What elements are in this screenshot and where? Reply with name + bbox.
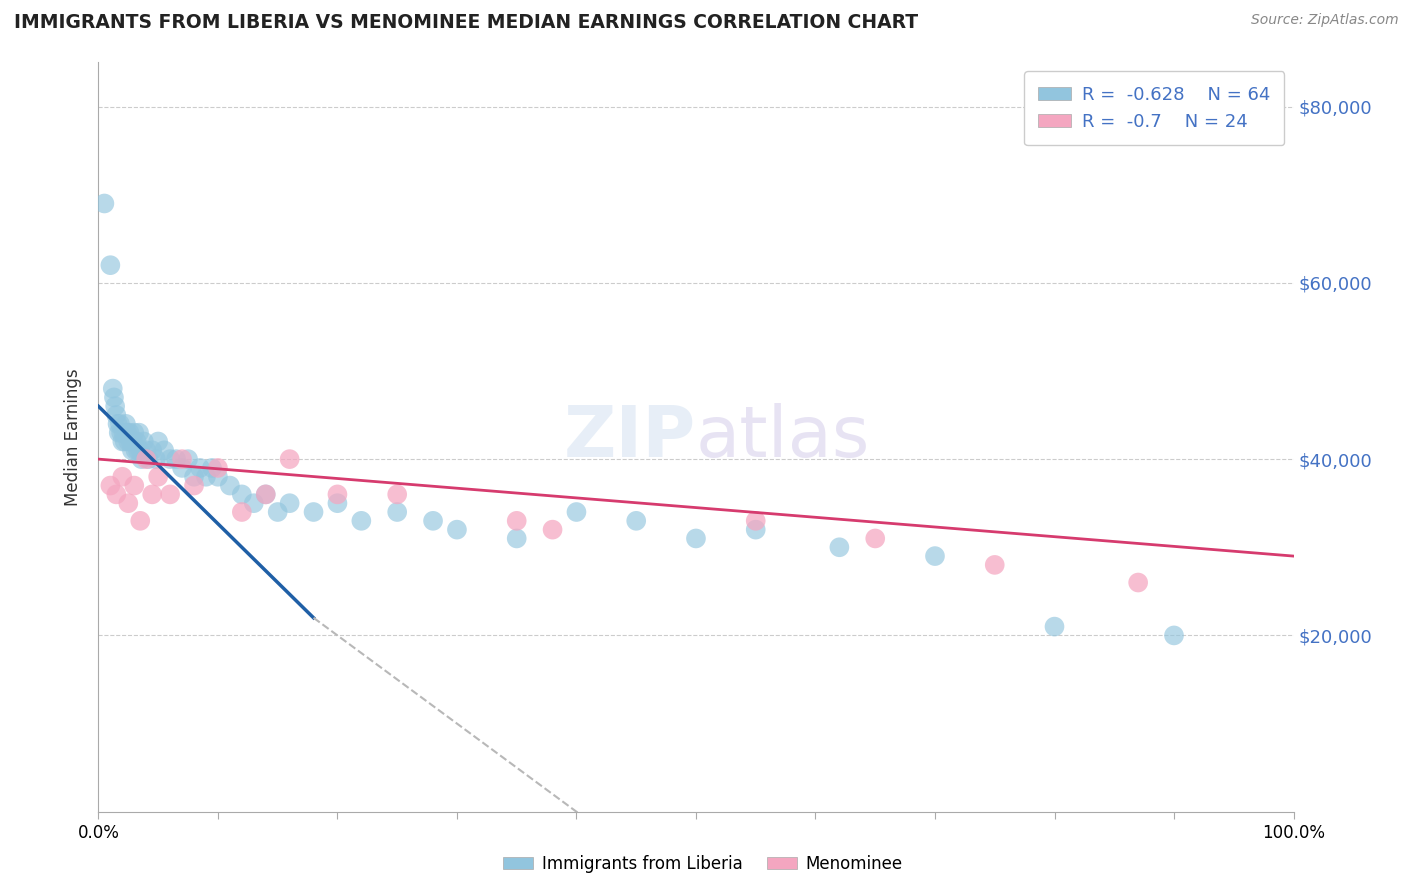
Point — [984, 558, 1007, 572]
Point — [132, 434, 155, 449]
Point — [1128, 575, 1150, 590]
Point — [865, 532, 887, 546]
Point — [125, 434, 148, 449]
Point — [148, 469, 170, 483]
Point — [129, 443, 152, 458]
Point — [98, 258, 122, 272]
Y-axis label: Median Earnings: Median Earnings — [65, 368, 83, 506]
Point — [107, 425, 129, 440]
Point — [105, 408, 128, 422]
Legend: Immigrants from Liberia, Menominee: Immigrants from Liberia, Menominee — [496, 848, 910, 880]
Point — [122, 434, 145, 449]
Point — [446, 523, 468, 537]
Point — [103, 391, 125, 405]
Point — [148, 434, 170, 449]
Point — [129, 514, 152, 528]
Point — [112, 425, 135, 440]
Point — [745, 514, 768, 528]
Point — [278, 496, 301, 510]
Point — [506, 532, 529, 546]
Point — [1043, 619, 1066, 633]
Point — [302, 505, 325, 519]
Point — [183, 478, 205, 492]
Point — [183, 469, 205, 483]
Point — [101, 382, 124, 396]
Point — [105, 487, 128, 501]
Point — [117, 496, 139, 510]
Point — [165, 452, 187, 467]
Point — [131, 452, 153, 467]
Point — [117, 434, 139, 449]
Point — [141, 487, 163, 501]
Point — [745, 523, 768, 537]
Point — [108, 417, 131, 431]
Point — [93, 196, 115, 211]
Point — [172, 452, 194, 467]
Point — [128, 425, 150, 440]
Point — [121, 443, 143, 458]
Point — [1163, 628, 1185, 642]
Point — [254, 487, 277, 501]
Point — [422, 514, 444, 528]
Point — [104, 399, 127, 413]
Text: Source: ZipAtlas.com: Source: ZipAtlas.com — [1251, 13, 1399, 28]
Point — [177, 452, 200, 467]
Point — [350, 514, 373, 528]
Point — [243, 496, 266, 510]
Point — [828, 541, 851, 555]
Point — [124, 443, 146, 458]
Point — [172, 461, 194, 475]
Point — [145, 452, 167, 467]
Point — [506, 514, 529, 528]
Point — [565, 505, 588, 519]
Point — [267, 505, 290, 519]
Point — [111, 469, 134, 483]
Point — [254, 487, 277, 501]
Point — [541, 523, 564, 537]
Point — [385, 487, 409, 501]
Point — [124, 478, 146, 492]
Point — [153, 443, 176, 458]
Point — [219, 478, 242, 492]
Point — [135, 452, 157, 467]
Text: ZIP: ZIP — [564, 402, 696, 472]
Point — [115, 425, 138, 440]
Legend: R =  -0.628    N = 64, R =  -0.7    N = 24: R = -0.628 N = 64, R = -0.7 N = 24 — [1024, 71, 1285, 145]
Point — [110, 425, 132, 440]
Point — [118, 425, 141, 440]
Point — [107, 417, 129, 431]
Point — [114, 434, 136, 449]
Point — [201, 461, 224, 475]
Point — [207, 461, 229, 475]
Point — [115, 417, 138, 431]
Point — [135, 443, 157, 458]
Point — [326, 496, 349, 510]
Point — [120, 434, 142, 449]
Point — [188, 461, 211, 475]
Point — [195, 469, 218, 483]
Point — [111, 434, 134, 449]
Point — [924, 549, 946, 563]
Text: atlas: atlas — [696, 402, 870, 472]
Point — [326, 487, 349, 501]
Point — [207, 469, 229, 483]
Point — [159, 487, 181, 501]
Point — [127, 443, 149, 458]
Point — [385, 505, 409, 519]
Point — [278, 452, 301, 467]
Point — [159, 452, 181, 467]
Point — [138, 452, 160, 467]
Point — [626, 514, 648, 528]
Text: IMMIGRANTS FROM LIBERIA VS MENOMINEE MEDIAN EARNINGS CORRELATION CHART: IMMIGRANTS FROM LIBERIA VS MENOMINEE MED… — [14, 13, 918, 32]
Point — [231, 487, 253, 501]
Point — [98, 478, 122, 492]
Point — [231, 505, 253, 519]
Point — [124, 425, 146, 440]
Point — [685, 532, 707, 546]
Point — [141, 443, 163, 458]
